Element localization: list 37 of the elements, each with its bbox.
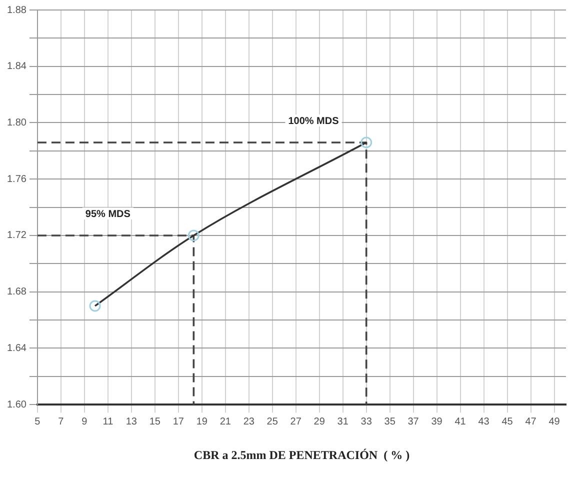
x-tick-label: 33	[360, 416, 372, 428]
point	[188, 230, 200, 242]
x-tick-label: 49	[548, 416, 560, 428]
y-tick-label: 1.68	[6, 286, 27, 298]
x-tick-label: 47	[525, 416, 537, 428]
x-tick-label: 15	[149, 416, 161, 428]
x-tick-label: 5	[34, 416, 41, 428]
y-tick-label: 1.60	[6, 399, 27, 410]
annotation: 95% MDS	[85, 209, 131, 220]
x-tick-label: 13	[126, 416, 138, 428]
x-tick-label: 39	[431, 416, 443, 428]
x-tick-label: 35	[384, 416, 396, 428]
x-tick-label: 37	[408, 416, 420, 428]
x-tick-label: 45	[502, 416, 514, 428]
x-tick-label: 25	[266, 416, 278, 428]
x-tick-label: 29	[314, 416, 326, 428]
x-tick-label: 23	[243, 416, 255, 428]
y-tick-label: 1.76	[6, 174, 27, 185]
point	[360, 136, 372, 148]
x-tick-label: 27	[290, 416, 302, 428]
annotation: 100% MDS	[288, 116, 340, 128]
y-tick-label: 1.72	[6, 230, 27, 242]
x-tick-label: 17	[172, 416, 184, 428]
x-axis-title: CBR a 2.5mm DE PENETRACIÓN ( % )	[194, 448, 410, 462]
x-tick-label: 9	[82, 416, 88, 428]
x-tick-label: 7	[58, 416, 64, 428]
y-tick-label: 1.88	[6, 4, 27, 16]
y-tick-label: 1.64	[6, 342, 27, 354]
y-tick-label: 1.80	[6, 117, 27, 128]
x-tick-label: 43	[478, 416, 490, 428]
x-tick-label: 31	[337, 416, 349, 428]
y-tick-label: 1.84	[6, 61, 27, 72]
x-tick-label: 41	[454, 416, 466, 428]
x-tick-label: 19	[196, 416, 208, 428]
x-tick-label: 21	[220, 416, 232, 428]
point	[89, 300, 101, 312]
x-tick-label: 11	[102, 416, 114, 428]
